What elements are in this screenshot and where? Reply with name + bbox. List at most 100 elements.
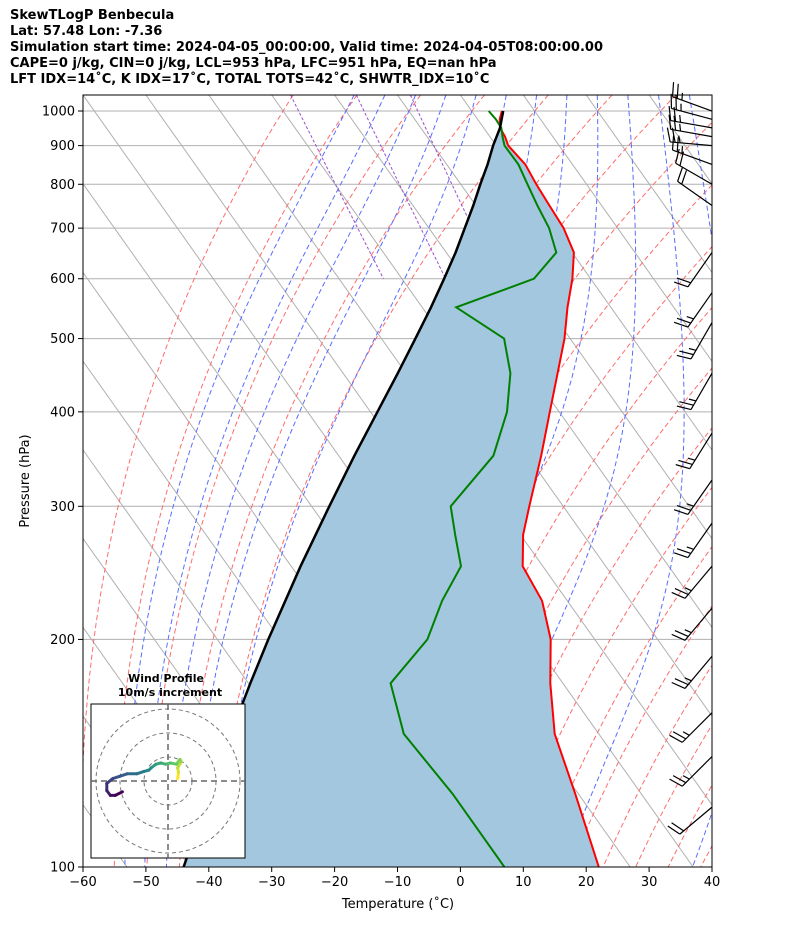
barb-flag bbox=[681, 170, 688, 185]
barb-staff bbox=[690, 322, 713, 360]
barb-half-flag bbox=[684, 629, 692, 634]
x-tick-label: −10 bbox=[384, 875, 411, 890]
indices-line-1: CAPE=0 j/kg, CIN=0 j/kg, LCL=953 hPa, LF… bbox=[10, 56, 497, 71]
moist-adiabat bbox=[165, 95, 416, 867]
barb-staff bbox=[689, 432, 713, 469]
x-axis-label: Temperature (˚C) bbox=[341, 896, 454, 912]
moist-adiabat bbox=[144, 95, 386, 867]
x-tick-label: −60 bbox=[69, 875, 96, 890]
isotherm bbox=[775, 95, 794, 867]
y-axis-label: Pressure (hPa) bbox=[18, 434, 33, 527]
parcel-line bbox=[182, 110, 505, 867]
chart-header: SkewTLogP Benbecula Lat: 57.48 Lon: -7.3… bbox=[10, 8, 603, 88]
wind-barb bbox=[669, 756, 713, 787]
wind-barb bbox=[671, 82, 713, 112]
barb-staff bbox=[672, 96, 713, 112]
dry-adiabat bbox=[602, 664, 712, 867]
wind-barb bbox=[668, 114, 713, 138]
barb-flag bbox=[679, 151, 685, 166]
x-tick-label: 40 bbox=[704, 875, 721, 890]
barb-flag bbox=[668, 114, 672, 130]
moist-adiabat bbox=[688, 95, 712, 867]
indices-line-2: LFT IDX=14˚C, K IDX=17˚C, TOTAL TOTS=42˚… bbox=[10, 72, 490, 87]
y-tick-label: 500 bbox=[50, 332, 75, 347]
x-tick-label: 20 bbox=[578, 875, 595, 890]
barb-flag bbox=[676, 317, 691, 324]
moist-adiabat bbox=[331, 95, 568, 867]
barb-staff bbox=[681, 712, 713, 743]
barb-staff bbox=[679, 806, 713, 835]
dry-adiabat bbox=[733, 95, 794, 867]
wind-barb bbox=[671, 607, 713, 641]
wind-barb bbox=[675, 432, 713, 470]
barb-staff bbox=[672, 149, 713, 165]
barb-half-flag bbox=[681, 146, 684, 154]
barb-flag bbox=[671, 135, 675, 151]
barb-staff bbox=[684, 565, 713, 599]
wind-barb bbox=[676, 372, 713, 411]
barb-half-flag bbox=[682, 731, 690, 736]
barb-flag bbox=[669, 734, 683, 743]
dry-adiabat bbox=[83, 95, 294, 777]
y-tick-label: 400 bbox=[50, 405, 75, 420]
barb-flag bbox=[676, 277, 691, 284]
barb-flag bbox=[676, 548, 691, 555]
barb-flag bbox=[672, 775, 687, 784]
isotherm bbox=[522, 95, 712, 363]
moist-adiabat bbox=[720, 95, 794, 867]
dewpoint-line bbox=[389, 110, 558, 867]
barb-staff bbox=[690, 372, 713, 410]
barb-flag bbox=[673, 552, 689, 559]
barb-staff bbox=[671, 107, 713, 120]
barb-flag bbox=[671, 822, 684, 832]
barb-flag bbox=[676, 354, 692, 360]
dry-adiabat bbox=[407, 306, 712, 867]
barb-flag bbox=[668, 106, 672, 121]
barb-flag bbox=[675, 464, 690, 470]
y-tick-label: 200 bbox=[50, 633, 75, 648]
barb-flag bbox=[679, 401, 694, 406]
barb-flag bbox=[673, 106, 677, 122]
y-tick-label: 100 bbox=[50, 861, 75, 876]
barb-flag bbox=[676, 505, 691, 511]
barb-flag bbox=[669, 778, 683, 787]
x-tick-label: 0 bbox=[456, 875, 464, 890]
x-tick-label: 10 bbox=[515, 875, 532, 890]
barb-staff bbox=[687, 292, 713, 328]
barb-staff bbox=[670, 141, 713, 147]
hodograph-segment bbox=[113, 790, 124, 797]
x-tick-label: −20 bbox=[321, 875, 348, 890]
barb-flag bbox=[678, 459, 693, 465]
mixing-ratio-line bbox=[355, 95, 447, 279]
barb-half-flag bbox=[688, 398, 697, 402]
isotherm bbox=[0, 95, 1, 867]
barb-flag bbox=[679, 350, 694, 356]
y-tick-label: 900 bbox=[50, 139, 75, 154]
wind-barb bbox=[675, 149, 713, 185]
axes: −60 −50 −40 −30 −20 −10 0 10 20 30 40 100 200 300 400 5… bbox=[42, 94, 721, 890]
dry-adiabat bbox=[766, 95, 794, 867]
barb-staff bbox=[677, 180, 713, 206]
barb-flag bbox=[667, 825, 681, 835]
wind-barb bbox=[673, 479, 713, 515]
wind-barb bbox=[670, 93, 713, 120]
dry-adiabat bbox=[113, 95, 358, 867]
data-layer bbox=[182, 110, 600, 867]
barb-flag bbox=[674, 629, 689, 638]
wind-barb bbox=[673, 252, 713, 288]
inset-subtitle: 10m/s increment bbox=[118, 686, 222, 699]
barb-half-flag bbox=[686, 315, 694, 320]
barb-half-flag bbox=[679, 114, 682, 123]
barb-flag bbox=[673, 509, 689, 515]
barb-staff bbox=[670, 119, 713, 129]
x-tick-label: −30 bbox=[258, 875, 285, 890]
x-tick-label: 30 bbox=[641, 875, 658, 890]
wind-barb bbox=[673, 292, 713, 328]
barb-flag bbox=[671, 681, 686, 689]
barb-flag bbox=[671, 633, 686, 641]
parcel-area-shading bbox=[183, 111, 599, 867]
chart-title: SkewTLogP Benbecula bbox=[10, 8, 175, 23]
barb-half-flag bbox=[686, 503, 694, 507]
barb-flag bbox=[674, 678, 689, 686]
